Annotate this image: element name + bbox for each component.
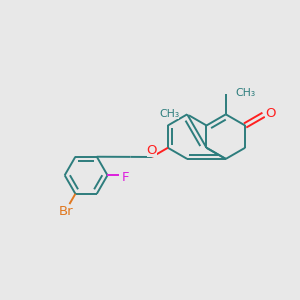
Text: CH₃: CH₃ bbox=[159, 109, 179, 119]
Text: O: O bbox=[265, 107, 275, 120]
Text: F: F bbox=[122, 171, 129, 184]
Text: Br: Br bbox=[59, 205, 74, 218]
Text: O: O bbox=[147, 144, 157, 157]
Text: CH₃: CH₃ bbox=[236, 88, 256, 98]
